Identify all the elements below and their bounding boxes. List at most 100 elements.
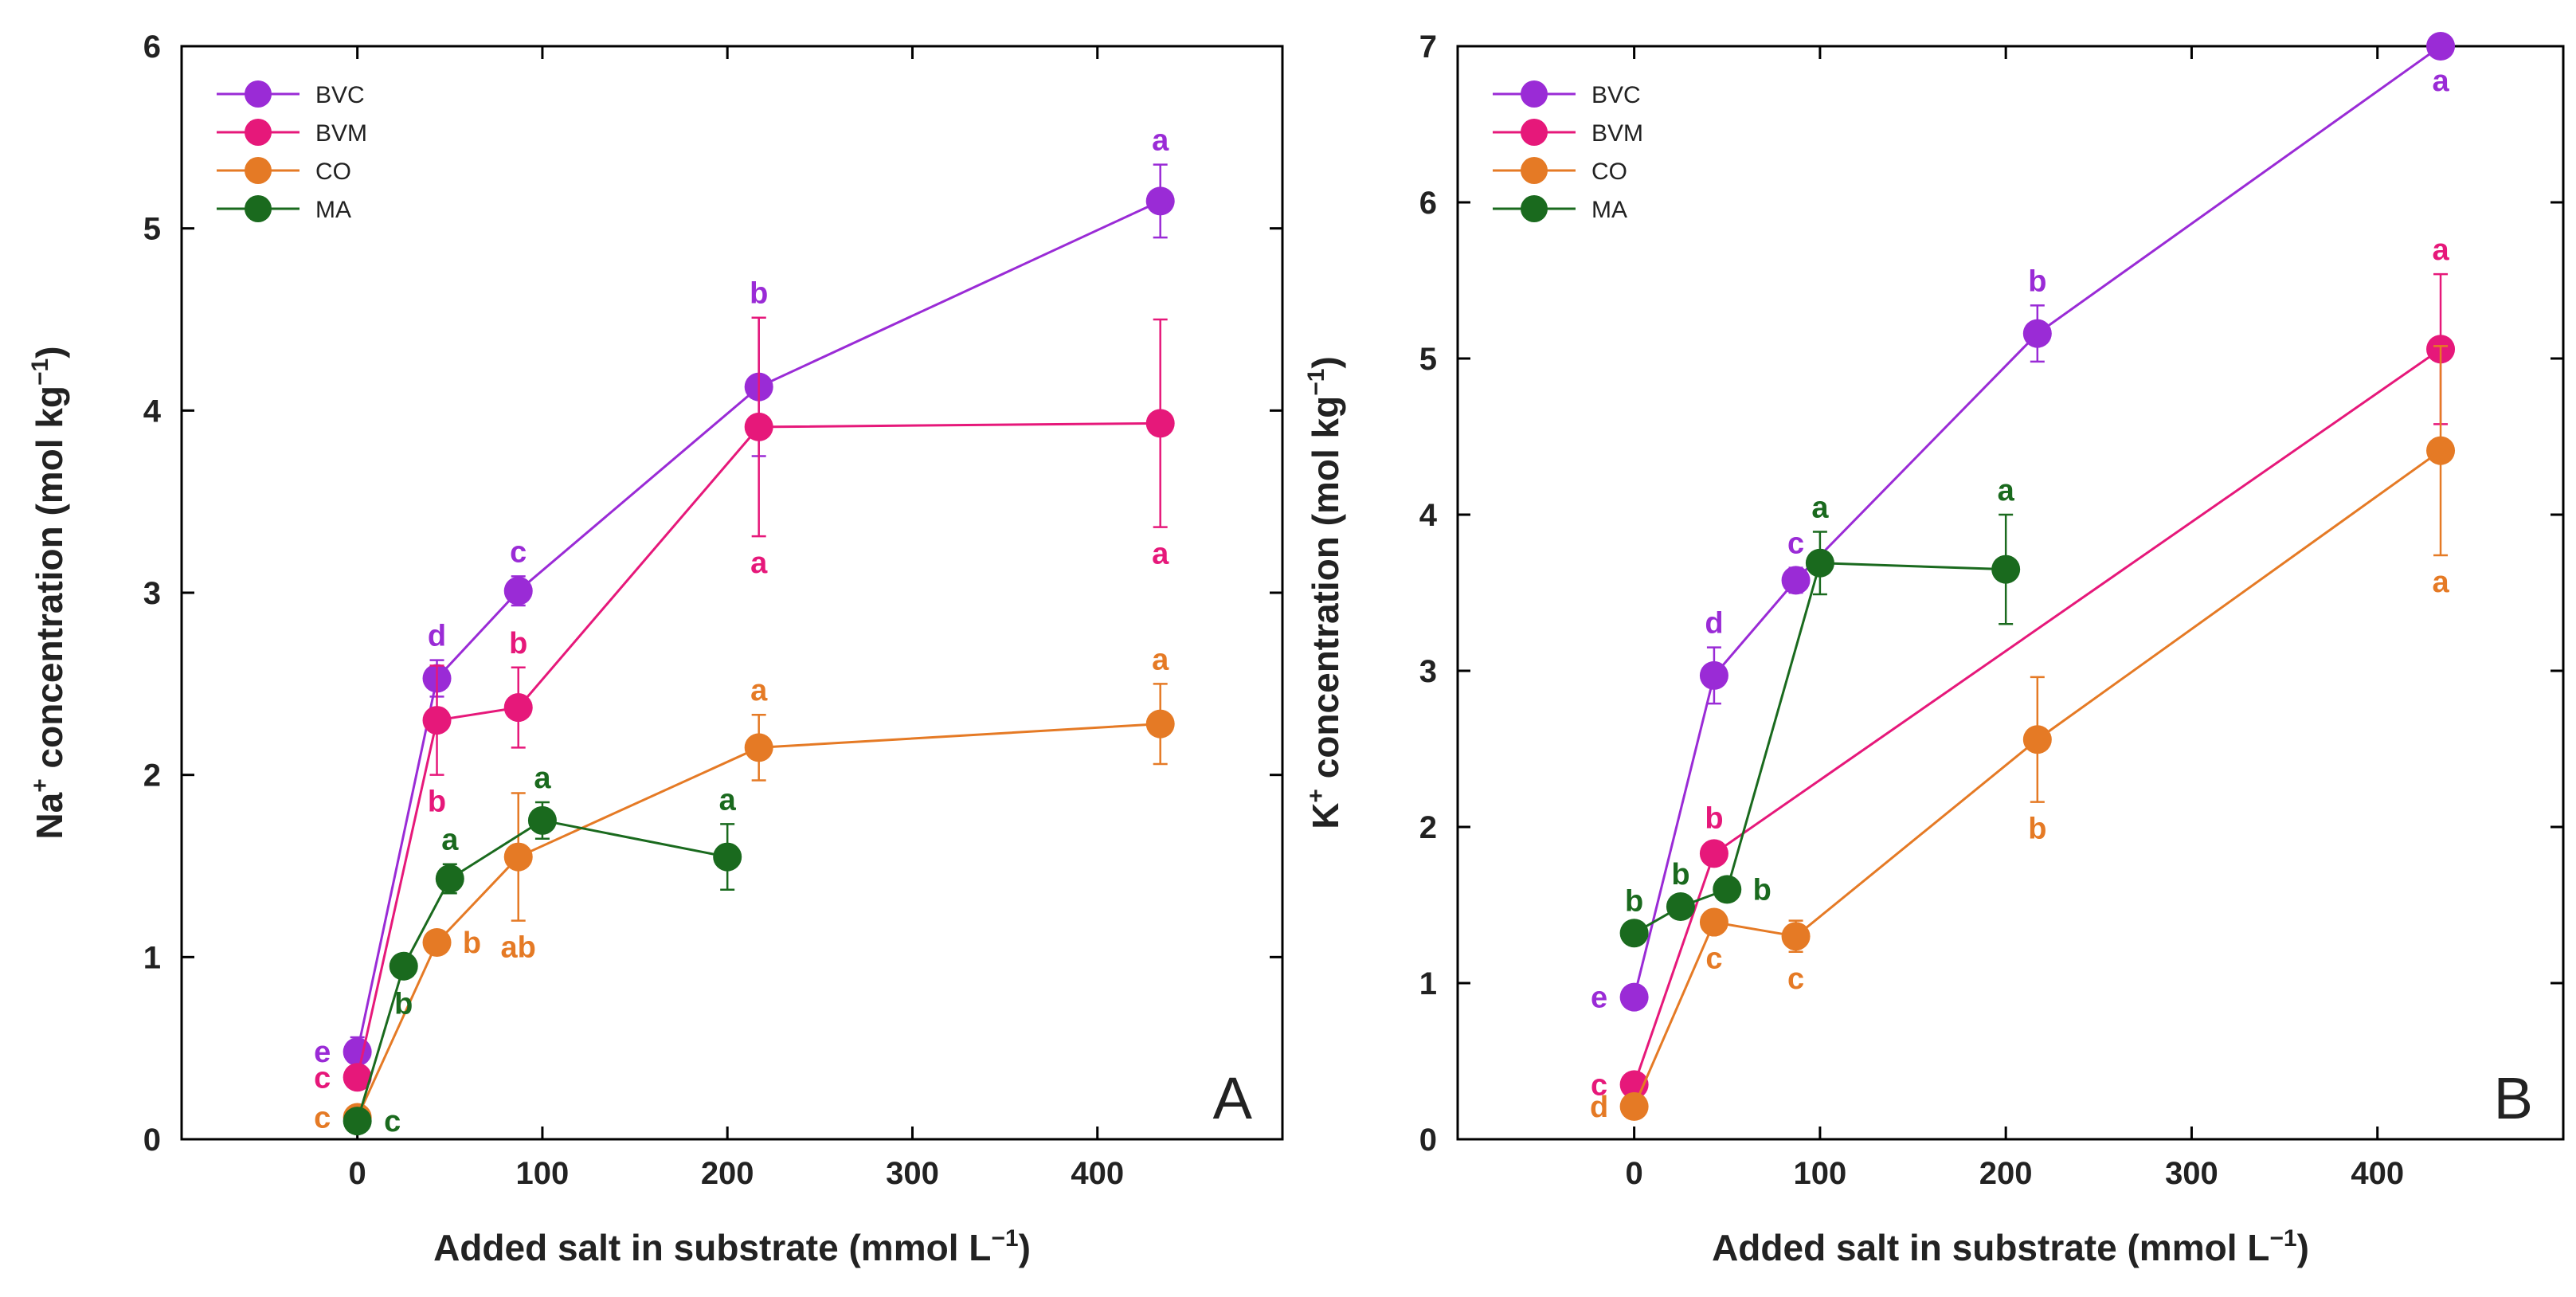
y-tick-label: 3 <box>143 576 161 611</box>
legend-label: MA <box>1591 197 1627 223</box>
y-tick-label: 6 <box>143 29 161 65</box>
data-point <box>435 864 464 894</box>
series-line <box>1633 562 2006 935</box>
legend-label: CO <box>1591 159 1627 185</box>
x-tick-label: 200 <box>701 1156 754 1191</box>
significance-label: a <box>534 762 551 795</box>
legend-item-co: CO <box>217 157 351 185</box>
data-point <box>1145 186 1175 216</box>
y-tick-label: 4 <box>1419 498 1438 533</box>
significance-label: b <box>509 627 527 660</box>
data-point <box>744 412 773 441</box>
data-point <box>503 693 533 723</box>
legend-marker <box>1521 157 1548 184</box>
legend-marker <box>245 195 272 222</box>
significance-label: b <box>750 277 768 311</box>
significance-label: b <box>1671 858 1689 891</box>
x-tick-label: 100 <box>1794 1156 1847 1191</box>
legend-item-ma: MA <box>1493 195 1627 223</box>
significance-label: d <box>428 620 446 653</box>
legend-item-bvm: BVM <box>1493 119 1643 147</box>
data-point <box>389 951 418 981</box>
legend-marker <box>245 80 272 108</box>
x-tick-label: 300 <box>886 1156 939 1191</box>
significance-label: e <box>1591 982 1607 1015</box>
significance-label: b <box>1753 873 1771 907</box>
series-ma: bb baa <box>1619 474 2021 948</box>
data-point <box>2426 436 2456 465</box>
significance-label: c <box>510 535 527 569</box>
data-point <box>1619 919 1649 948</box>
y-axis-title: Na+ concentration (mol kg−1) <box>27 346 70 839</box>
y-axis-title: K+ concentration (mol kg−1) <box>1303 356 1346 829</box>
panel-a: 0 100 200 300 400 0 1 2 3 4 5 6 Added salt in substr… <box>27 29 1284 1268</box>
legend-marker <box>245 119 272 146</box>
significance-label: a <box>2432 65 2449 98</box>
legend-label: BVC <box>1591 82 1641 108</box>
data-point <box>1699 907 1728 937</box>
data-point <box>2426 32 2456 61</box>
significance-label: a <box>1152 124 1169 158</box>
x-tick-label: 300 <box>2165 1156 2218 1191</box>
significance-label: a <box>441 824 459 857</box>
significance-label: a <box>2432 233 2449 267</box>
significance-label: b <box>428 786 446 819</box>
data-point <box>503 576 533 605</box>
y-tick-label: 4 <box>143 394 162 429</box>
legend-label: BVM <box>315 120 367 147</box>
y-tick-label: 1 <box>143 940 161 975</box>
significance-label: a <box>1152 538 1169 571</box>
significance-label: b <box>394 987 413 1021</box>
data-point <box>422 928 452 958</box>
significance-label: a <box>1811 492 1829 525</box>
significance-label: d <box>1705 607 1723 641</box>
data-point <box>1145 709 1175 739</box>
legend-marker <box>245 157 272 184</box>
x-tick-label: 400 <box>1071 1156 1124 1191</box>
significance-label: e <box>314 1036 331 1069</box>
legend-label: MA <box>315 197 351 223</box>
significance-label: c <box>1591 1068 1607 1102</box>
series-bvm: c b a <box>1591 233 2456 1102</box>
significance-label: b <box>2028 264 2046 298</box>
data-point <box>1781 922 1811 951</box>
data-point <box>343 1107 372 1136</box>
data-point <box>1145 409 1175 438</box>
data-point <box>713 842 742 872</box>
data-point <box>1619 982 1649 1012</box>
data-point <box>2022 319 2052 348</box>
y-tick-label: 2 <box>143 758 161 793</box>
significance-label: b <box>1705 802 1723 836</box>
legend-marker <box>1521 80 1548 108</box>
significance-label: b <box>463 927 481 960</box>
x-tick-label: 400 <box>2351 1156 2404 1191</box>
data-point <box>527 805 557 835</box>
y-tick-label: 5 <box>143 212 161 247</box>
significance-label: b <box>1625 884 1643 918</box>
y-tick-label: 6 <box>1419 186 1437 221</box>
y-tick-label: 5 <box>1419 342 1437 377</box>
x-axis-title: Added salt in substrate (mmol L−1) <box>433 1225 1031 1268</box>
data-point <box>1991 554 2021 584</box>
data-point <box>2022 725 2052 754</box>
significance-label: c <box>314 1102 331 1135</box>
y-tick-label: 0 <box>143 1123 161 1158</box>
data-point <box>503 842 533 872</box>
significance-label: ab <box>501 931 536 965</box>
legend-item-bvm: BVM <box>217 119 367 147</box>
data-point <box>1619 1091 1649 1121</box>
significance-label: c <box>384 1105 401 1138</box>
data-point <box>1713 875 1742 904</box>
legend-item-bvc: BVC <box>217 80 365 108</box>
data-point <box>343 1063 372 1092</box>
x-tick-label: 200 <box>1979 1156 2033 1191</box>
significance-label: a <box>2432 566 2449 599</box>
x-tick-label: 0 <box>1625 1156 1642 1191</box>
x-tick-label: 0 <box>349 1156 366 1191</box>
